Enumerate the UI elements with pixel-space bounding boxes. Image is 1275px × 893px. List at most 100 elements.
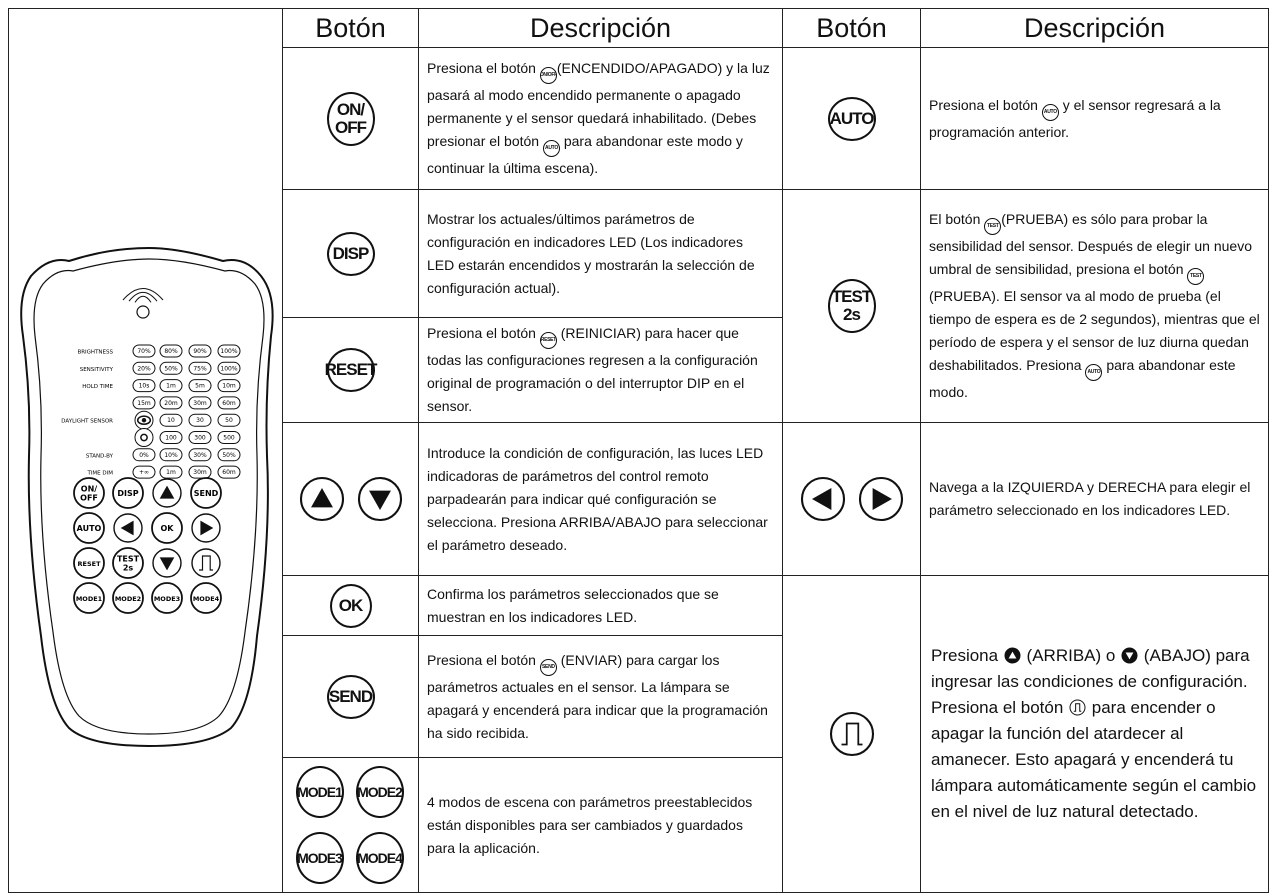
table-row: SEND Presiona el botón SEND (ENVIAR) para…: [9, 635, 1269, 758]
led-key: [188, 413, 212, 427]
led-key-label: 20%: [137, 365, 151, 372]
led-key: [188, 430, 212, 444]
button-cell: MODE1 MODE2 MODE3 MODE4: [282, 757, 419, 893]
button-label: SEND: [328, 686, 373, 706]
remote-button-label: AUTO: [77, 524, 102, 533]
dusk-icon: [841, 722, 862, 746]
button-label: MODE1: [297, 783, 343, 800]
button-key: MODE3: [295, 832, 344, 884]
led-key-label: 0%: [139, 451, 149, 458]
description-text: Navega a la IZQUIERDA y DERECHA para ele…: [929, 479, 1251, 518]
led-key-label: 100: [165, 434, 177, 441]
description-text: y el sensor regresará a la programación …: [929, 96, 1221, 140]
remote-button: MODE3: [151, 581, 183, 614]
remote-body-inner: [33, 257, 265, 735]
led-key: [188, 361, 212, 375]
remote-button: [152, 477, 182, 508]
button-key: DISP: [326, 231, 375, 276]
button-table: BRIGHTNESS 70% 80% 90% 100% SENSITIVITY 20% 50%…: [8, 8, 1269, 893]
dusk-icon: [1073, 703, 1082, 712]
led-key: [188, 395, 212, 409]
arrow-icon: [159, 556, 175, 570]
description-text: Presiona el botón: [929, 96, 1042, 113]
button-label: DISP: [332, 243, 370, 263]
led-key: [132, 378, 156, 392]
column-header: Botón: [782, 8, 921, 48]
led-key: [132, 361, 156, 375]
column-header: Botón: [282, 8, 419, 48]
button-outline: [112, 476, 144, 509]
button-label: MODE4: [357, 849, 403, 866]
remote-row-label: DAYLIGHT SENSOR: [61, 418, 113, 424]
inline-key: AUTO: [542, 140, 560, 157]
ir-window: [136, 304, 150, 319]
description-text: El botón: [929, 211, 985, 227]
led-key-label: 30%: [193, 451, 207, 458]
button-icon: [800, 476, 845, 522]
led-key-label: 5m: [195, 382, 205, 389]
remote-button-label: ON/: [81, 484, 97, 493]
led-key-label: 1m: [166, 469, 176, 476]
button-key: MODE1: [295, 766, 344, 818]
led-key-label: 30m: [193, 469, 207, 476]
led-key: [159, 465, 183, 479]
description-text: (REINICIAR) para hacer que todas las con…: [427, 325, 758, 414]
led-key-label: 70%: [137, 348, 151, 355]
led-key-label: 60m: [222, 469, 236, 476]
button-key: RESET: [325, 348, 377, 392]
led-key: [217, 465, 241, 479]
led-key: [217, 395, 241, 409]
button-cell: [782, 422, 921, 576]
button-outline: [73, 476, 105, 509]
description-cell: Navega a la IZQUIERDA y DERECHA para ele…: [920, 422, 1269, 576]
led-key: [159, 395, 183, 409]
table-row: ON/OFF Presiona el botón ON/OFF(ENCENDIDO…: [9, 47, 1269, 190]
led-key-label: 100%: [220, 365, 237, 372]
button-pair: [283, 476, 418, 522]
remote-button: [113, 512, 143, 543]
description-cell: Confirma los parámetros seleccionados qu…: [418, 575, 783, 636]
remote-button: MODE1: [73, 581, 105, 614]
arrow-icon: [200, 520, 214, 535]
description-cell: Presiona el botón RESET (REINICIAR) para…: [418, 317, 783, 423]
button-label: MODE2: [357, 783, 403, 800]
button-outline: [134, 427, 154, 447]
eye-icon: [136, 414, 152, 425]
button-cell: [782, 575, 921, 893]
led-key: [132, 465, 156, 479]
remote-row-label: SENSITIVITY: [80, 366, 114, 372]
table-row: BRIGHTNESS 70% 80% 90% 100% SENSITIVITY 20% 50%…: [8, 8, 1269, 893]
table-row: MODE1 MODE2 MODE3 MODE4 4 modos de escena co…: [9, 757, 1269, 893]
led-key: [132, 344, 156, 357]
description-text: Presiona el botón: [427, 325, 540, 341]
led-key: [159, 361, 183, 375]
button-outline: [190, 581, 222, 614]
button-cell: OK: [282, 575, 419, 636]
led-key: [217, 447, 241, 461]
led-key-label: 10m: [222, 382, 236, 389]
button-label: TEST: [831, 287, 872, 306]
button-icon: [357, 476, 402, 522]
remote-button-label: MODE1: [76, 595, 103, 603]
description-text: Mostrar los actuales/últimos parámetros …: [427, 210, 755, 296]
button-outline: [829, 711, 874, 757]
led-key-label: 15m: [137, 399, 151, 406]
inline-icon: [1004, 647, 1021, 664]
arrow-icon: [368, 490, 391, 510]
table-row: OK Confirma los parámetros seleccionados …: [9, 575, 1269, 893]
led-key: [159, 447, 183, 461]
remote-row-label: TIME DIM: [86, 470, 113, 476]
led-key: [188, 344, 212, 357]
led-key: [132, 447, 156, 461]
description-text: (ENCENDIDO/APAGADO) y la luz pasará al m…: [427, 60, 770, 149]
remote-button: MODE4: [190, 581, 222, 614]
led-key-label: 50%: [222, 451, 236, 458]
led-key: [217, 361, 241, 375]
remote-button-label: MODE4: [193, 595, 220, 603]
button-cell: SEND: [282, 635, 419, 758]
description-text: Presiona el botón: [427, 60, 540, 76]
remote-control: BRIGHTNESS 70% 80% 90% 100%SENSITIVITY 20% 50%…: [20, 246, 274, 747]
description-text: 4 modos de escena con parámetros preesta…: [427, 793, 753, 856]
description-cell: Presiona el botón SEND (ENVIAR) para car…: [418, 635, 783, 758]
